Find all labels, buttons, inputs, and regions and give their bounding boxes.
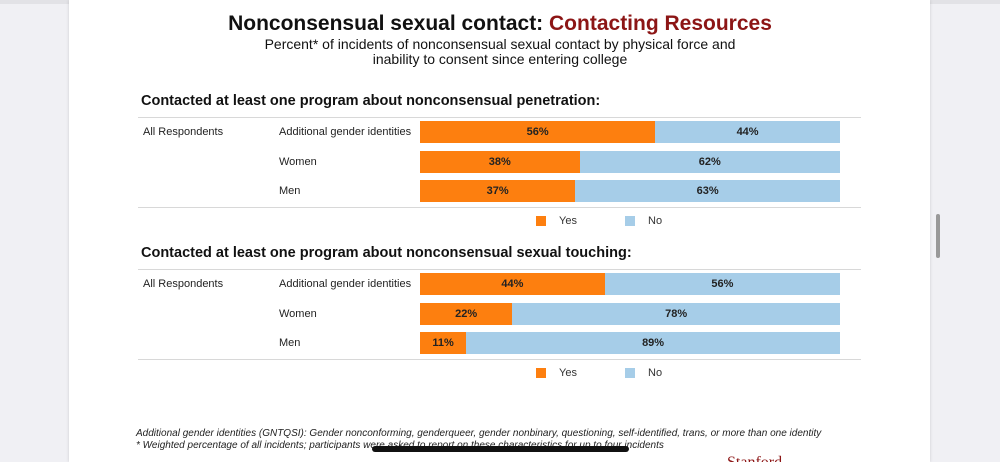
bar-no: 63% (575, 180, 840, 203)
bar-yes: 38% (420, 150, 580, 173)
legend-label-no: No (648, 215, 663, 227)
category-label: Men (279, 185, 301, 198)
table-top-line (138, 117, 861, 118)
scrollbar[interactable] (936, 214, 940, 258)
legend-swatch-no (625, 216, 635, 226)
stanford-logo: Stanford (727, 455, 797, 462)
chart-title: Contacted at least one program about non… (141, 93, 601, 109)
bar-no: 62% (579, 150, 840, 173)
title-main: Nonconsensual sexual contact: (228, 12, 550, 35)
table-bottom-line (138, 207, 861, 208)
group-label: All Respondents (143, 126, 224, 138)
table-bottom-line (138, 359, 861, 360)
footnote-gntqsi: Additional gender identities (GNTQSI): G… (136, 428, 822, 439)
bar-no: 78% (512, 302, 840, 325)
redaction-mark (372, 446, 629, 452)
bar-yes: 37% (420, 180, 576, 203)
bar-yes: 11% (420, 332, 467, 355)
bar-no: 56% (604, 273, 840, 295)
legend-swatch-no (625, 368, 635, 378)
category-label: Additional gender identities (279, 126, 412, 138)
legend-label-no: No (648, 367, 663, 379)
group-label: All Respondents (143, 278, 224, 290)
footnote-weighted: * Weighted percentage of all incidents; … (136, 440, 664, 451)
legend-label-yes: Yes (559, 215, 577, 227)
document-page (69, 0, 930, 462)
bar-no: 44% (655, 121, 840, 143)
page-subtitle: Percent* of incidents of nonconsensual s… (264, 36, 736, 67)
chart-title: Contacted at least one program about non… (141, 245, 632, 261)
legend-swatch-yes (536, 216, 546, 226)
bar-yes: 56% (420, 121, 656, 143)
category-label: Additional gender identities (279, 278, 412, 290)
category-label: Women (279, 307, 317, 320)
bar-no: 89% (466, 332, 840, 355)
category-label: Men (279, 337, 301, 350)
legend-swatch-yes (536, 368, 546, 378)
table-top-line (138, 269, 861, 270)
title-accent: Contacting Resources (549, 12, 772, 35)
bar-yes: 44% (420, 273, 605, 295)
category-label: Women (279, 155, 317, 168)
bar-yes: 22% (420, 302, 513, 325)
page-title: Nonconsensual sexual contact: Contacting… (0, 12, 1000, 36)
legend-label-yes: Yes (559, 367, 577, 379)
